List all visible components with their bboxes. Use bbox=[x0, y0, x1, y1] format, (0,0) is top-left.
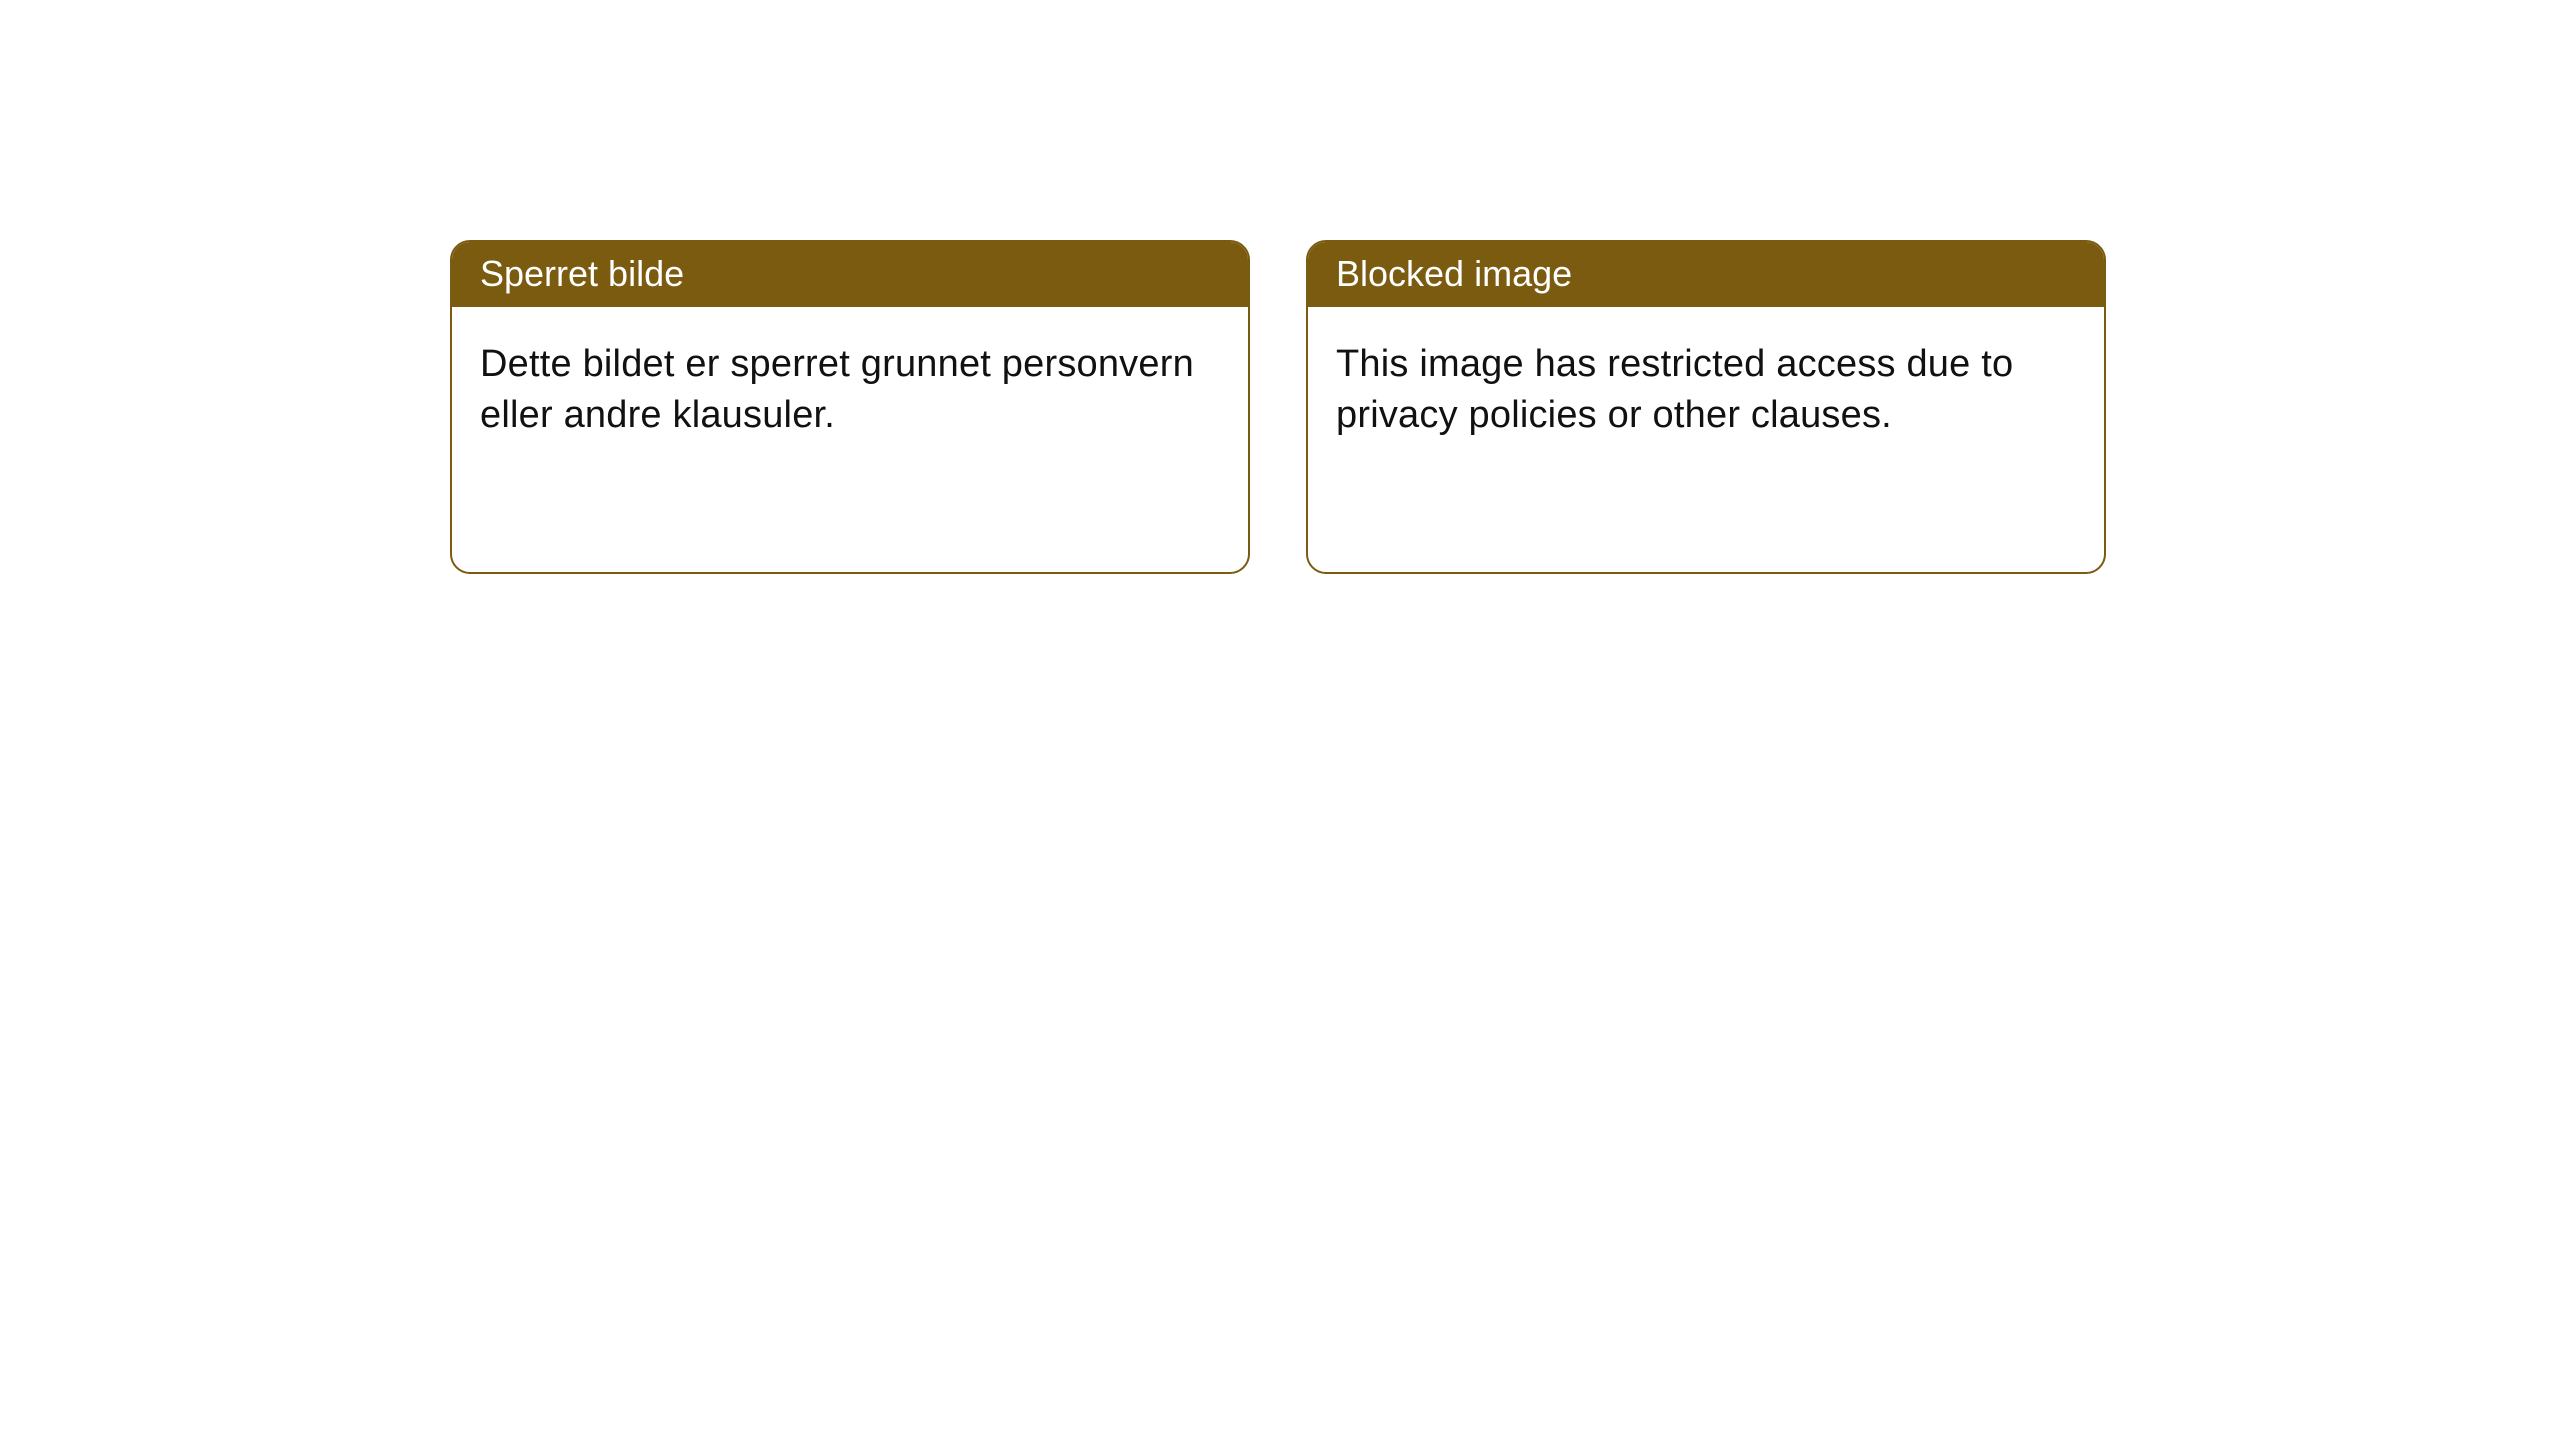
notice-card-no: Sperret bilde Dette bildet er sperret gr… bbox=[450, 240, 1250, 574]
notice-card-en: Blocked image This image has restricted … bbox=[1306, 240, 2106, 574]
notice-title-en: Blocked image bbox=[1308, 242, 2104, 307]
notice-body-en: This image has restricted access due to … bbox=[1308, 307, 2104, 474]
notice-container: Sperret bilde Dette bildet er sperret gr… bbox=[0, 0, 2560, 574]
notice-title-no: Sperret bilde bbox=[452, 242, 1248, 307]
notice-body-no: Dette bildet er sperret grunnet personve… bbox=[452, 307, 1248, 474]
